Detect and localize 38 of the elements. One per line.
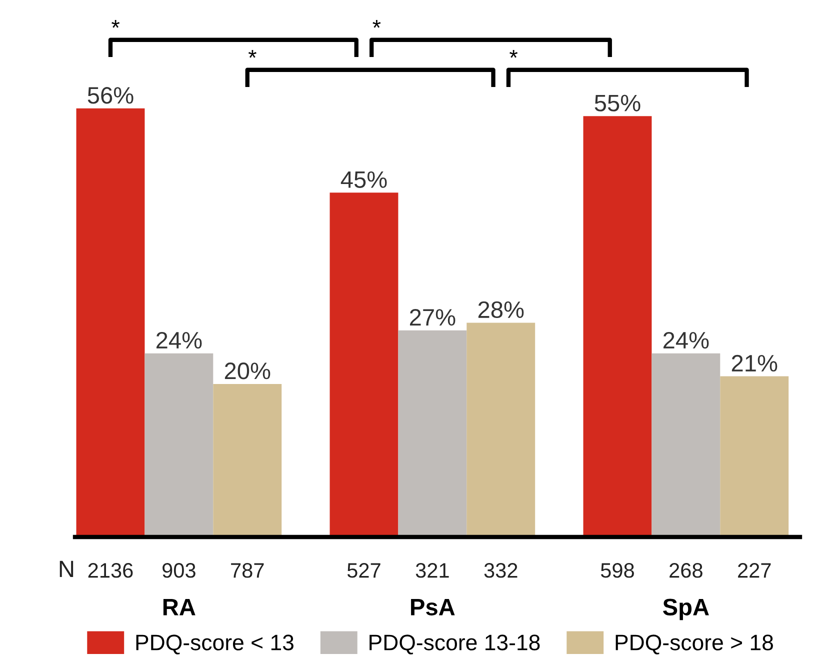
- text: 332: [484, 563, 518, 578]
- data-label: 24%: [156, 332, 202, 349]
- text: 527: [347, 563, 380, 578]
- text: 268: [670, 563, 702, 578]
- data-label: 56%: [88, 87, 134, 104]
- text: 2136: [88, 563, 133, 578]
- text: *: [112, 20, 120, 28]
- data-label: 20%: [224, 362, 270, 380]
- legend-label: PDQ-score > 18: [616, 634, 773, 654]
- data-label: 21%: [732, 354, 778, 372]
- bar: [144, 353, 214, 537]
- bar: [720, 376, 789, 537]
- data-label: 55%: [594, 94, 640, 112]
- bar: [652, 353, 720, 537]
- bar: [330, 192, 398, 537]
- text: *: [248, 50, 256, 58]
- data-label: 27%: [410, 308, 456, 326]
- x-tick-label: SpA: [662, 598, 709, 620]
- bar: [466, 322, 536, 537]
- text: *: [510, 50, 518, 58]
- data-label: 24%: [663, 332, 709, 349]
- bar: [583, 116, 652, 537]
- text: 787: [231, 563, 264, 578]
- bar: [398, 330, 467, 537]
- text: 903: [162, 563, 196, 578]
- data-label: 45%: [340, 171, 387, 188]
- text: 321: [416, 563, 449, 578]
- text: 598: [600, 563, 634, 578]
- bar: [213, 384, 282, 537]
- text: 227: [738, 563, 771, 578]
- x-tick-label: RA: [163, 598, 196, 616]
- legend-label: PDQ-score < 13: [136, 634, 294, 654]
- legend-label: PDQ-score 13-18: [370, 634, 540, 654]
- text: N: [60, 560, 74, 578]
- bar: [76, 108, 145, 537]
- x-tick-label: PsA: [411, 598, 455, 616]
- data-label: 28%: [478, 301, 524, 318]
- text: *: [372, 20, 381, 28]
